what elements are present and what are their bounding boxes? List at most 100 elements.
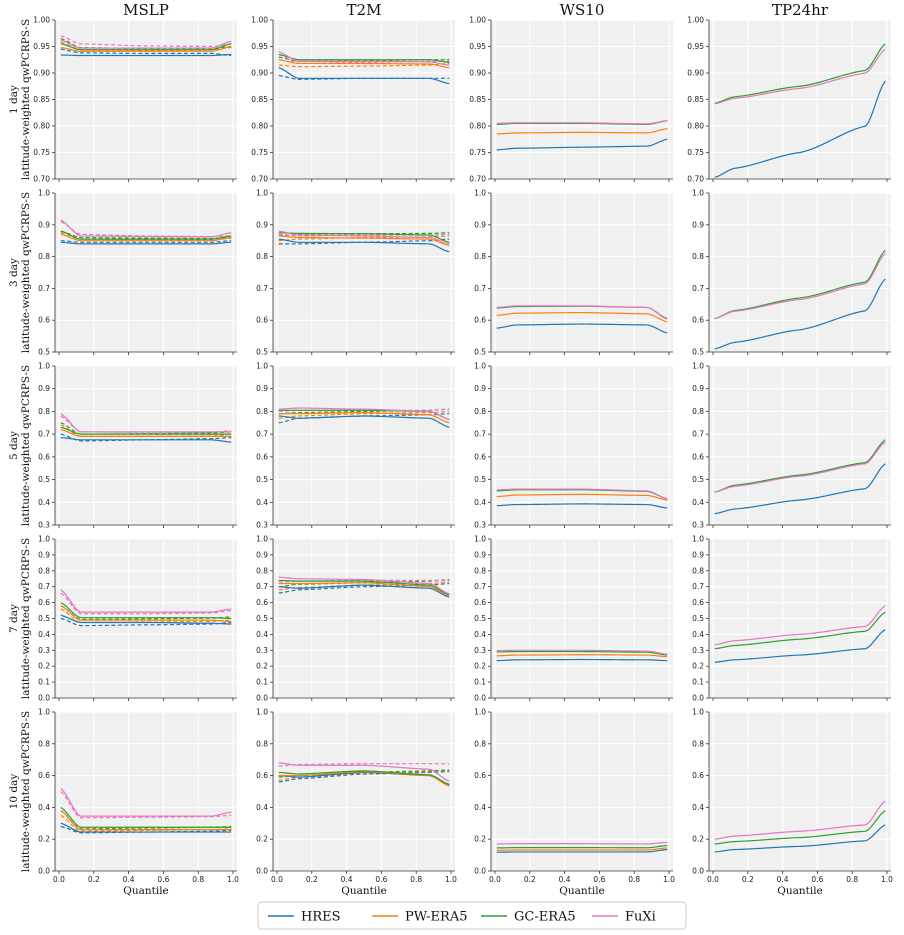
panel-mslp-2: 0.5 0.6 0.7 0.8 0.9 1.0: [38, 189, 237, 357]
panel-mslp-1: 0.70 0.75 0.80 0.85 0.90 0.95 1.00: [33, 16, 237, 184]
series-line-hres-solid: [496, 658, 668, 662]
series-line-hres-solid: [60, 436, 232, 443]
series-line-pw-era5-solid: [278, 235, 450, 247]
x-tick-label: 0.4: [341, 875, 353, 884]
y-tick-label: 0.7: [692, 430, 704, 439]
series-line-gc-era5-solid: [60, 230, 232, 240]
series-line-hres-solid: [496, 503, 668, 509]
series-line-pw-era5-solid: [278, 59, 450, 69]
y-tick-label: 0.6: [256, 316, 268, 325]
y-tick-label: 0.8: [38, 407, 50, 416]
y-tick-label: 0.8: [256, 252, 268, 261]
y-tick-label: 0.9: [692, 384, 704, 393]
y-tick-label: 1.0: [256, 362, 268, 371]
y-tick-label: 0.95: [251, 42, 268, 51]
series-line-fuxi-dashed: [60, 791, 232, 819]
y-tick-label: 0.5: [692, 348, 704, 357]
y-tick-label: 0.85: [33, 95, 50, 104]
y-tick-label: 0.70: [251, 175, 268, 184]
y-tick-label: 0.3: [692, 521, 704, 530]
panel-mslp-3: 0.3 0.4 0.5 0.6 0.7 0.8 0.9 1.0: [38, 362, 237, 530]
y-tick-label: 0.7: [474, 430, 486, 439]
y-tick-label: 1.0: [256, 535, 268, 544]
legend-label-gc-era5: GC-ERA5: [514, 910, 576, 925]
column-title-t2m: T2M: [347, 1, 382, 19]
x-tick-label: 0.0: [489, 875, 501, 884]
panel-t2m-3: 0.3 0.4 0.5 0.6 0.7 0.8 0.9 1.0: [256, 362, 455, 530]
y-tick-label: 0.95: [469, 42, 486, 51]
series-line-fuxi-solid: [714, 253, 886, 320]
panel-background: [273, 712, 455, 871]
x-tick-label: 0.6: [157, 875, 169, 884]
y-tick-label: 0.6: [38, 771, 50, 780]
x-tick-label: 1.0: [445, 875, 457, 884]
y-tick-label: 0.95: [687, 42, 704, 51]
column-title-ws10: WS10: [560, 1, 605, 19]
x-tick-label: 0.6: [375, 875, 387, 884]
panel-background: [491, 366, 673, 525]
panel-tp24hr-1: 0.70 0.75 0.80 0.85 0.90 0.95 1.00: [687, 16, 891, 184]
y-tick-label: 0.6: [692, 316, 704, 325]
y-tick-label: 0.5: [256, 475, 268, 484]
y-tick-label: 0.8: [692, 407, 704, 416]
row-label-lead-time: 7 day: [8, 604, 20, 633]
x-tick-label: 0.8: [846, 875, 858, 884]
series-line-pw-era5-solid: [60, 233, 232, 242]
series-line-fuxi-solid: [714, 441, 886, 493]
y-tick-label: 0.9: [38, 550, 50, 559]
y-tick-label: 0.8: [38, 566, 50, 575]
series-line-hres-dashed: [278, 771, 450, 783]
x-tick-label: 1.0: [227, 875, 239, 884]
y-tick-label: 1.00: [251, 16, 268, 25]
x-tick-label: 0.2: [88, 875, 100, 884]
y-tick-label: 0.4: [474, 498, 486, 507]
series-line-fuxi-dashed: [278, 763, 450, 767]
legend-frame: [257, 901, 687, 930]
y-tick-label: 0.8: [474, 566, 486, 575]
panel-tp24hr-3: 0.3 0.4 0.5 0.6 0.7 0.8 0.9 1.0: [692, 362, 891, 530]
x-tick-label: 0.6: [593, 875, 605, 884]
series-line-fuxi-solid: [60, 589, 232, 613]
panel-t2m-1: 0.70 0.75 0.80 0.85 0.90 0.95 1.00: [251, 16, 455, 184]
panel-background: [709, 712, 891, 871]
series-line-hres-solid: [714, 80, 886, 178]
y-tick-label: 0.9: [256, 220, 268, 229]
y-tick-label: 0.3: [692, 646, 704, 655]
panel-mslp-4: 0.0 0.1 0.2 0.3 0.4 0.5 0.6 0.7 0.8 0.9 1.0: [38, 535, 237, 703]
y-tick-label: 0.0: [692, 867, 704, 876]
row-label-lead-time: 3 day: [8, 258, 20, 287]
row-label-metric: latitude-weighted qwPCRPS-S: [20, 711, 32, 872]
y-tick-label: 0.8: [256, 739, 268, 748]
y-tick-label: 0.0: [38, 867, 50, 876]
series-line-fuxi-solid: [496, 120, 668, 125]
x-tick-label: 0.8: [628, 875, 640, 884]
y-tick-label: 0.8: [256, 566, 268, 575]
y-tick-label: 0.9: [692, 550, 704, 559]
y-tick-label: 0.9: [38, 220, 50, 229]
series-line-pw-era5-solid: [496, 654, 668, 658]
series-line-gc-era5-solid: [496, 844, 668, 849]
y-tick-label: 0.6: [692, 598, 704, 607]
series-line-fuxi-solid: [60, 219, 232, 238]
y-tick-label: 1.0: [38, 535, 50, 544]
series-line-gc-era5-solid: [278, 579, 450, 596]
y-tick-label: 0.1: [38, 678, 50, 687]
y-tick-label: 0.7: [38, 582, 50, 591]
x-tick-label: 0.6: [811, 875, 823, 884]
y-tick-label: 0.80: [33, 122, 50, 131]
series-line-pw-era5-solid: [496, 847, 668, 851]
y-tick-label: 0.8: [474, 407, 486, 416]
y-tick-label: 1.0: [692, 189, 704, 198]
panel-tp24hr-4: 0.0 0.1 0.2 0.3 0.4 0.5 0.6 0.7 0.8 0.9 1.0: [692, 535, 891, 703]
y-tick-label: 0.75: [687, 148, 704, 157]
y-tick-label: 0.1: [692, 678, 704, 687]
x-tick-label: 0.2: [742, 875, 754, 884]
series-line-gc-era5-solid: [60, 426, 232, 435]
series-line-fuxi-solid: [278, 762, 450, 782]
series-line-hres-solid: [278, 415, 450, 428]
legend-label-hres: HRES: [301, 910, 341, 925]
series-line-gc-era5-solid: [496, 650, 668, 656]
x-axis-label: Quantile: [123, 885, 169, 897]
y-tick-label: 0.8: [692, 566, 704, 575]
y-tick-label: 0.1: [256, 678, 268, 687]
